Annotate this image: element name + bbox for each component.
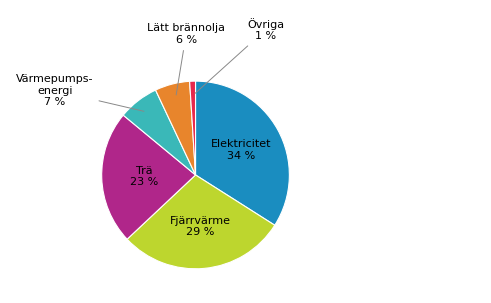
Wedge shape [195, 81, 289, 225]
Wedge shape [123, 90, 195, 175]
Text: Elektricitet
34 %: Elektricitet 34 % [211, 139, 271, 161]
Wedge shape [127, 175, 275, 269]
Text: Övriga
1 %: Övriga 1 % [195, 18, 284, 93]
Wedge shape [190, 81, 195, 175]
Wedge shape [102, 115, 195, 239]
Text: Lätt brännolja
6 %: Lätt brännolja 6 % [147, 23, 225, 95]
Text: Värmepumps-
energi
7 %: Värmepumps- energi 7 % [16, 74, 144, 111]
Wedge shape [156, 81, 195, 175]
Text: Fjärrvärme
29 %: Fjärrvärme 29 % [170, 215, 231, 237]
Text: Trä
23 %: Trä 23 % [130, 166, 158, 187]
